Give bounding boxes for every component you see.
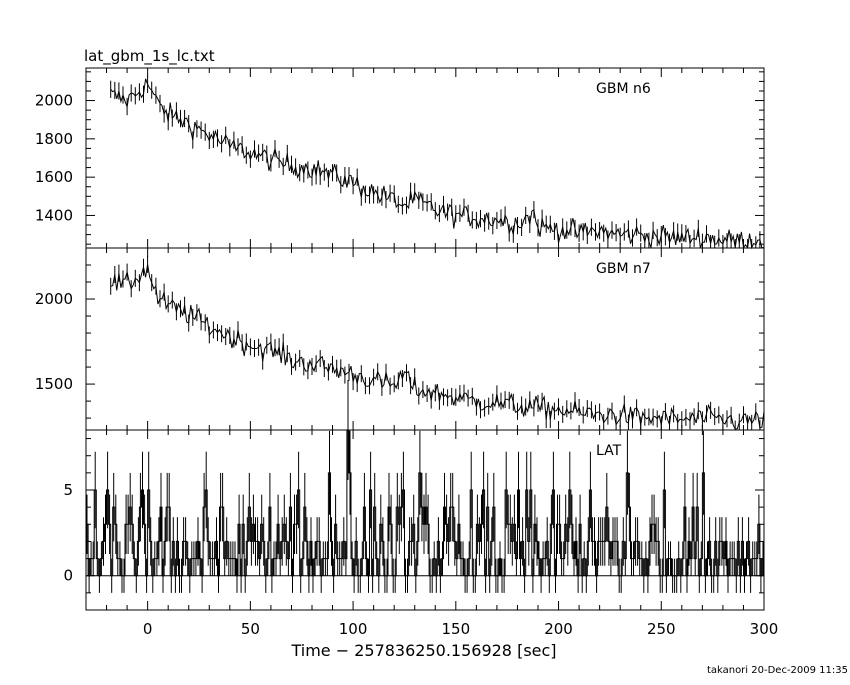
panel-gbm-n6-frame <box>85 67 765 249</box>
panel-lat-frame <box>85 429 765 611</box>
panel-gbm-n6-series <box>110 75 765 250</box>
x-tick-label: 300 <box>750 620 779 638</box>
y-tick-label: 1500 <box>35 375 73 393</box>
panel-gbm-n7-y-tick-labels: 1500 2000 <box>35 290 73 393</box>
panel-gbm-n6-ticks <box>85 68 765 248</box>
x-tick-label: 0 <box>143 620 153 638</box>
x-tick-label: 150 <box>441 620 470 638</box>
x-axis-label: Time − 257836250.156928 [sec] <box>290 641 556 660</box>
lat-series <box>86 429 764 577</box>
gbm-series <box>110 78 764 250</box>
panel-gbm-n7-ticks <box>85 247 765 430</box>
panel-lat: 05 LAT <box>63 380 765 611</box>
x-tick-label: 50 <box>241 620 260 638</box>
y-tick-label: 2000 <box>35 92 73 110</box>
panel-gbm-n6-label: GBM n6 <box>596 81 651 97</box>
panel-gbm-n7-series <box>110 255 765 430</box>
file-title: lat_gbm_1s_lc.txt <box>84 47 215 66</box>
panel-lat-label: LAT <box>596 443 622 459</box>
panel-gbm-n7-frame <box>85 247 765 431</box>
footer-stamp: takanori 20-Dec-2009 11:35 <box>707 665 848 676</box>
x-tick-labels: 0 50 100 150 200 250 300 <box>143 620 778 638</box>
x-tick-label: 250 <box>647 620 676 638</box>
panel-lat-series <box>86 380 764 593</box>
y-tick-label: 0 <box>63 567 73 585</box>
panel-gbm-n7-label: GBM n7 <box>596 261 651 277</box>
y-tick-label: 5 <box>63 481 73 499</box>
y-tick-label: 1600 <box>35 168 73 186</box>
y-tick-label: 1800 <box>35 130 73 148</box>
panel-lat-y-tick-labels: 05 <box>63 481 73 585</box>
gbm-series <box>110 264 765 430</box>
x-tick-label: 100 <box>339 620 368 638</box>
panel-gbm-n6: 1400 1600 1800 2000 GBM n6 <box>35 67 765 250</box>
panel-gbm-n7: 1500 2000 GBM n7 <box>35 247 765 431</box>
y-tick-label: 1400 <box>35 206 73 224</box>
y-tick-label: 2000 <box>35 290 73 308</box>
panel-gbm-n6-y-tick-labels: 1400 1600 1800 2000 <box>35 92 73 225</box>
x-tick-label: 200 <box>544 620 573 638</box>
